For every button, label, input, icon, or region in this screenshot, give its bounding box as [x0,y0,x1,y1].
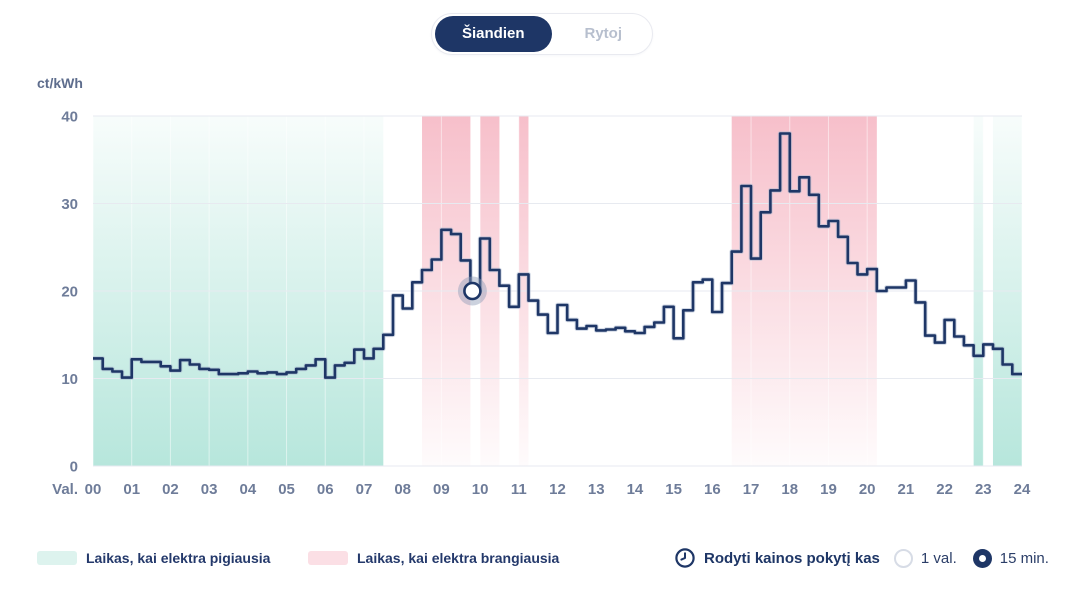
svg-text:00: 00 [85,481,102,498]
svg-text:Val.: Val. [52,481,78,498]
svg-text:24: 24 [1014,481,1031,498]
svg-text:14: 14 [627,481,644,498]
svg-text:23: 23 [975,481,992,498]
svg-text:06: 06 [317,481,334,498]
radio-1val[interactable] [893,548,913,568]
svg-text:15: 15 [665,481,682,498]
tab-tomorrow[interactable]: Rytoj [558,16,650,52]
svg-text:17: 17 [743,481,760,498]
expensive-swatch [308,551,348,565]
interval-controls: Rodyti kainos pokytį kas 1 val. 15 min. [674,545,1049,571]
svg-text:09: 09 [433,481,450,498]
svg-text:07: 07 [356,481,373,498]
svg-text:10: 10 [472,481,489,498]
svg-text:30: 30 [61,196,78,213]
svg-text:12: 12 [549,481,566,498]
cheap-swatch [37,551,77,565]
radio-15min-label[interactable]: 15 min. [999,549,1049,567]
svg-text:18: 18 [781,481,798,498]
svg-text:01: 01 [123,481,140,498]
legend-cheap: Laikas, kai elektra pigiausia [37,549,270,567]
radio-15min[interactable] [972,548,992,568]
legend-cheap-label: Laikas, kai elektra pigiausia [86,550,271,566]
svg-text:20: 20 [61,284,78,301]
svg-text:10: 10 [61,371,78,388]
clock-icon [675,548,695,568]
svg-text:40: 40 [61,109,78,126]
day-toggle: Šiandien Rytoj [430,13,654,55]
svg-text:20: 20 [859,481,876,498]
interval-label: Rodyti kainos pokytį kas [704,549,880,567]
y-axis-unit-label: ct/kWh [37,75,83,91]
svg-text:11: 11 [511,481,527,498]
svg-text:16: 16 [704,481,721,498]
legend-expensive: Laikas, kai elektra brangiausia [308,549,559,567]
svg-text:02: 02 [162,481,179,498]
interval-radio-group: 1 val. 15 min. [893,548,1049,568]
svg-text:22: 22 [936,481,953,498]
radio-1val-label[interactable]: 1 val. [920,549,957,567]
svg-text:03: 03 [201,481,218,498]
price-step-chart[interactable]: 0 10 20 30 40 Val. 00 01 02 03 04 05 06 07 08 09 10 11 12 1… [0,100,1084,520]
svg-text:13: 13 [588,481,605,498]
legend-expensive-label: Laikas, kai elektra brangiausia [357,550,560,566]
svg-text:21: 21 [898,481,915,498]
svg-text:08: 08 [394,481,411,498]
svg-text:0: 0 [70,459,78,476]
tab-today[interactable]: Šiandien [434,16,552,52]
svg-text:19: 19 [820,481,837,498]
current-price-marker[interactable] [457,276,487,306]
svg-text:05: 05 [278,481,295,498]
svg-text:04: 04 [239,481,256,498]
